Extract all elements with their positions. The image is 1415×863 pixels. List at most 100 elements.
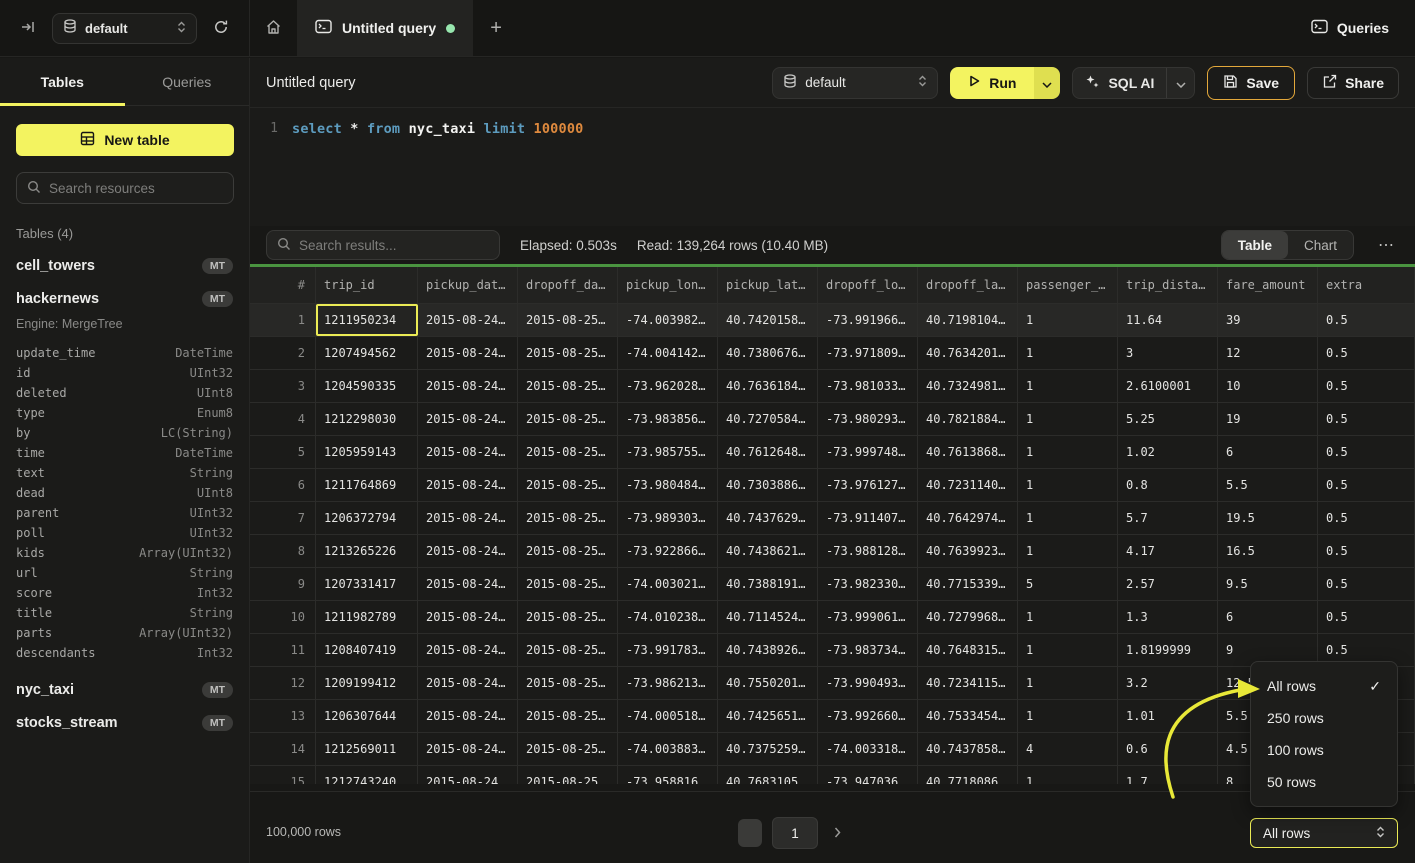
- table-cell[interactable]: 40.7683105…: [718, 766, 818, 784]
- table-cell[interactable]: -73.958816…: [618, 766, 718, 784]
- table-cell[interactable]: 9: [1218, 634, 1318, 666]
- table-cell[interactable]: -73.992660…: [818, 700, 918, 732]
- table-cell[interactable]: 2015-08-24…: [418, 667, 518, 699]
- table-cell[interactable]: 1: [1018, 502, 1118, 534]
- sidebar-table-hackernews[interactable]: hackernews MT: [0, 282, 249, 315]
- table-cell[interactable]: 0.5: [1318, 469, 1415, 501]
- next-page-button[interactable]: [828, 825, 847, 841]
- table-cell[interactable]: 2015-08-24…: [418, 469, 518, 501]
- table-cell[interactable]: -73.982330…: [818, 568, 918, 600]
- page-size-option[interactable]: All rows ✓: [1251, 670, 1397, 702]
- table-cell[interactable]: 1204590335: [316, 370, 418, 402]
- table-cell[interactable]: 40.7420158…: [718, 304, 818, 336]
- table-cell[interactable]: 40.7648315…: [918, 634, 1018, 666]
- table-cell[interactable]: 1207494562: [316, 337, 418, 369]
- table-cell[interactable]: 1212298030: [316, 403, 418, 435]
- table-cell[interactable]: 9.5: [1218, 568, 1318, 600]
- table-cell[interactable]: 2015-08-25…: [518, 733, 618, 765]
- table-cell[interactable]: -73.962028…: [618, 370, 718, 402]
- table-cell[interactable]: 1206307644: [316, 700, 418, 732]
- table-cell[interactable]: 1.7: [1118, 766, 1218, 784]
- table-cell[interactable]: 2015-08-24…: [418, 634, 518, 666]
- table-cell[interactable]: 40.7279968…: [918, 601, 1018, 633]
- table-cell[interactable]: -74.003883…: [618, 733, 718, 765]
- table-cell[interactable]: -73.983856…: [618, 403, 718, 435]
- table-cell[interactable]: -73.976127…: [818, 469, 918, 501]
- table-cell[interactable]: 1.01: [1118, 700, 1218, 732]
- column-row[interactable]: id UInt32: [16, 363, 233, 383]
- view-toggle-chart[interactable]: Chart: [1303, 237, 1337, 253]
- table-cell[interactable]: 40.7425651…: [718, 700, 818, 732]
- table-cell[interactable]: 2015-08-25…: [518, 337, 618, 369]
- table-cell[interactable]: 2015-08-24…: [418, 436, 518, 468]
- table-cell[interactable]: 4.17: [1118, 535, 1218, 567]
- sql-ai-options-button[interactable]: [1166, 67, 1194, 98]
- table-cell[interactable]: 2015-08-25…: [518, 667, 618, 699]
- results-more-button[interactable]: ⋯: [1378, 237, 1395, 254]
- table-cell[interactable]: -73.990493…: [818, 667, 918, 699]
- table-cell[interactable]: 40.7231140…: [918, 469, 1018, 501]
- table-cell[interactable]: 40.7380676…: [718, 337, 818, 369]
- table-cell[interactable]: -73.971809…: [818, 337, 918, 369]
- row-number-header[interactable]: #: [250, 267, 316, 303]
- column-header[interactable]: pickup_dat…: [418, 267, 518, 303]
- sidebar-tab-queries[interactable]: Queries: [162, 73, 212, 90]
- table-cell[interactable]: 3: [1118, 337, 1218, 369]
- table-cell[interactable]: 2.57: [1118, 568, 1218, 600]
- table-cell[interactable]: 40.7613868…: [918, 436, 1018, 468]
- current-page[interactable]: 1: [772, 817, 818, 849]
- table-cell[interactable]: 0.5: [1318, 601, 1415, 633]
- page-size-option[interactable]: 250 rows: [1251, 702, 1397, 734]
- table-cell[interactable]: 1211764869: [316, 469, 418, 501]
- table-cell[interactable]: 2015-08-25…: [518, 568, 618, 600]
- column-header[interactable]: dropoff_lo…: [818, 267, 918, 303]
- column-header[interactable]: dropoff_la…: [918, 267, 1018, 303]
- table-cell[interactable]: 2015-08-24…: [418, 304, 518, 336]
- run-options-button[interactable]: [1034, 66, 1061, 99]
- table-cell[interactable]: 19: [1218, 403, 1318, 435]
- table-cell[interactable]: 2015-08-25…: [518, 535, 618, 567]
- table-cell[interactable]: 1: [1018, 700, 1118, 732]
- table-cell[interactable]: 2015-08-24…: [418, 601, 518, 633]
- table-cell[interactable]: -73.911407…: [818, 502, 918, 534]
- database-selector-topbar[interactable]: default: [52, 12, 197, 44]
- queries-button[interactable]: Queries: [1311, 19, 1389, 37]
- table-cell[interactable]: 40.7303886…: [718, 469, 818, 501]
- column-row[interactable]: text String: [16, 463, 233, 483]
- table-cell[interactable]: -73.991966…: [818, 304, 918, 336]
- table-cell[interactable]: 1.8199999: [1118, 634, 1218, 666]
- table-cell[interactable]: 1: [1018, 469, 1118, 501]
- column-header[interactable]: pickup_lat…: [718, 267, 818, 303]
- table-cell[interactable]: -73.989303…: [618, 502, 718, 534]
- sql-editor[interactable]: 1 select * from nyc_taxi limit 100000: [250, 108, 1415, 226]
- table-cell[interactable]: -73.999061…: [818, 601, 918, 633]
- table-cell[interactable]: 4: [1018, 733, 1118, 765]
- table-cell[interactable]: 12: [1218, 337, 1318, 369]
- database-selector-query[interactable]: default: [772, 66, 939, 99]
- table-cell[interactable]: 39: [1218, 304, 1318, 336]
- view-toggle-table[interactable]: Table: [1221, 231, 1288, 259]
- table-cell[interactable]: 6: [1218, 436, 1318, 468]
- table-cell[interactable]: 40.7533454…: [918, 700, 1018, 732]
- column-row[interactable]: dead UInt8: [16, 483, 233, 503]
- table-cell[interactable]: 40.7438926…: [718, 634, 818, 666]
- column-row[interactable]: kids Array(UInt32): [16, 543, 233, 563]
- column-header[interactable]: pickup_lon…: [618, 267, 718, 303]
- page-size-option[interactable]: 100 rows: [1251, 734, 1397, 766]
- column-row[interactable]: url String: [16, 563, 233, 583]
- run-button[interactable]: Run: [950, 66, 1035, 99]
- sidebar-tab-tables[interactable]: Tables: [0, 58, 125, 105]
- table-cell[interactable]: 0.5: [1318, 304, 1415, 336]
- table-cell[interactable]: 2.6100001: [1118, 370, 1218, 402]
- column-header[interactable]: trip_id: [316, 267, 418, 303]
- table-cell[interactable]: -73.985755…: [618, 436, 718, 468]
- column-row[interactable]: by LC(String): [16, 423, 233, 443]
- table-cell[interactable]: 2015-08-24…: [418, 337, 518, 369]
- table-cell[interactable]: 2015-08-24…: [418, 502, 518, 534]
- column-row[interactable]: parent UInt32: [16, 503, 233, 523]
- table-cell[interactable]: 1211950234: [316, 304, 418, 336]
- table-cell[interactable]: 2015-08-24…: [418, 568, 518, 600]
- table-cell[interactable]: -74.003982…: [618, 304, 718, 336]
- table-cell[interactable]: -74.004142…: [618, 337, 718, 369]
- table-cell[interactable]: 1211982789: [316, 601, 418, 633]
